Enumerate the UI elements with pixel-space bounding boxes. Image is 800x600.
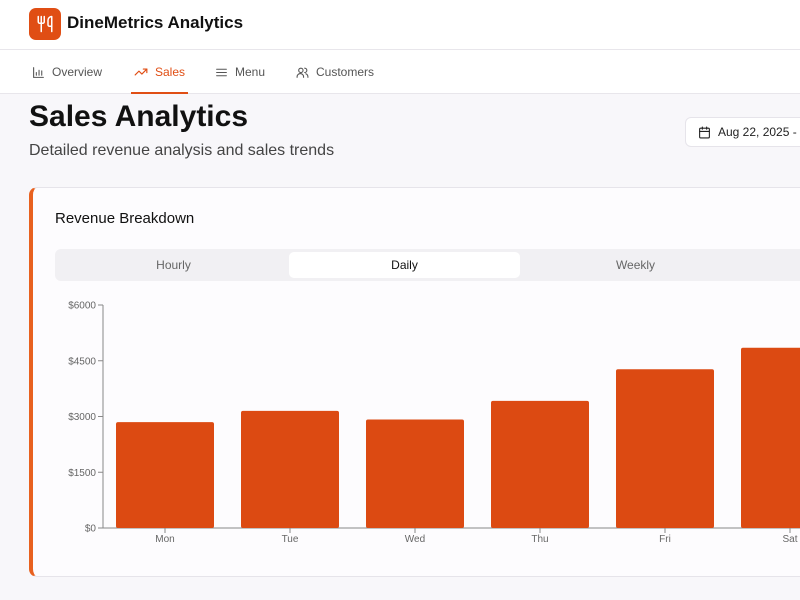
- page-subtitle: Detailed revenue analysis and sales tren…: [29, 142, 335, 159]
- date-range-picker[interactable]: Aug 22, 2025 -: [685, 117, 800, 147]
- tab-overview[interactable]: Overview: [32, 50, 102, 94]
- bar-fri[interactable]: [616, 369, 714, 528]
- nav-tabs: Overview Sales Menu Customers: [0, 50, 800, 94]
- period-daily[interactable]: Daily: [289, 252, 520, 278]
- trending-up-icon: [134, 68, 148, 76]
- x-tick-label: Fri: [659, 534, 671, 545]
- period-hourly[interactable]: Hourly: [156, 258, 191, 272]
- logo[interactable]: [29, 8, 61, 40]
- bar-chart-icon: [33, 66, 44, 78]
- date-range-label: Aug 22, 2025 -: [718, 125, 797, 139]
- bar-sat[interactable]: [741, 347, 800, 528]
- y-tick-label: $4500: [68, 356, 96, 367]
- bar-tue[interactable]: [241, 410, 339, 528]
- tab-label: Overview: [52, 65, 103, 79]
- page-title: Sales Analytics: [29, 100, 249, 133]
- utensils-icon: [37, 15, 53, 33]
- y-tick-label: $0: [85, 524, 97, 535]
- calendar-icon: [699, 126, 710, 138]
- x-tick-label: Thu: [531, 534, 548, 545]
- tab-label: Sales: [155, 65, 186, 79]
- x-tick-label: Mon: [155, 534, 174, 545]
- y-tick-label: $1500: [68, 468, 96, 479]
- y-tick-label: $6000: [68, 301, 96, 312]
- top-bar: DineMetrics Analytics: [0, 0, 800, 50]
- x-tick-label: Wed: [405, 534, 425, 545]
- revenue-bar-chart: $0 $1500 $3000 $4500 $6000 Mon Tue Wed Thu Fri Sat: [68, 301, 800, 545]
- x-tick-label: Tue: [282, 534, 299, 545]
- users-icon: [296, 67, 309, 78]
- tab-sales[interactable]: Sales: [131, 50, 189, 94]
- period-selector: Hourly Daily Weekly: [55, 249, 800, 281]
- x-tick-label: Sat: [782, 534, 797, 545]
- tab-menu[interactable]: Menu: [215, 50, 265, 94]
- tab-label: Customers: [316, 65, 375, 79]
- menu-lines-icon: [216, 68, 227, 76]
- tab-label: Menu: [235, 65, 266, 79]
- tab-customers[interactable]: Customers: [296, 50, 374, 94]
- bar-wed[interactable]: [366, 419, 464, 528]
- app-title: DineMetrics Analytics: [67, 13, 244, 32]
- bar-mon[interactable]: [116, 422, 214, 528]
- card-title: Revenue Breakdown: [55, 210, 195, 227]
- y-tick-label: $3000: [68, 412, 96, 423]
- period-weekly[interactable]: Weekly: [615, 258, 656, 272]
- bar-thu[interactable]: [491, 400, 589, 528]
